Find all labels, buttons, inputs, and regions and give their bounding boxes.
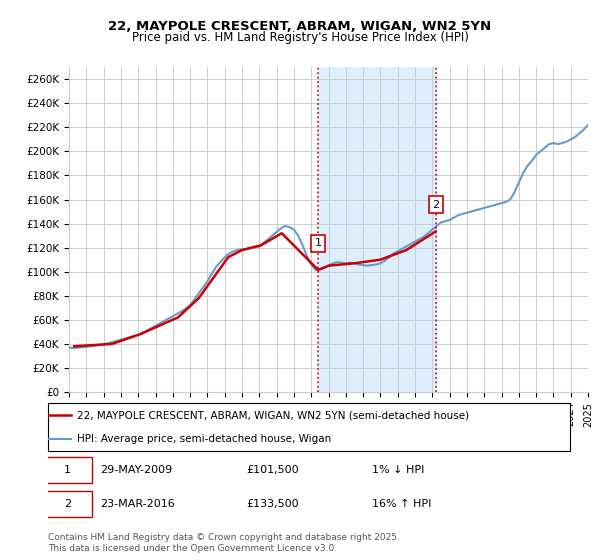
Text: Contains HM Land Registry data © Crown copyright and database right 2025.
This d: Contains HM Land Registry data © Crown c… [48,533,400,553]
Text: 29-MAY-2009: 29-MAY-2009 [100,465,172,475]
Text: 16% ↑ HPI: 16% ↑ HPI [371,498,431,508]
Text: 22, MAYPOLE CRESCENT, ABRAM, WIGAN, WN2 5YN: 22, MAYPOLE CRESCENT, ABRAM, WIGAN, WN2 … [109,20,491,32]
Text: 1: 1 [64,465,71,475]
FancyBboxPatch shape [43,457,92,483]
Text: 2: 2 [64,498,71,508]
Text: HPI: Average price, semi-detached house, Wigan: HPI: Average price, semi-detached house,… [77,434,331,444]
FancyBboxPatch shape [48,403,570,451]
Text: 2: 2 [432,200,439,210]
FancyBboxPatch shape [43,491,92,517]
Bar [318,67,436,392]
Text: 1: 1 [314,238,322,248]
Text: 23-MAR-2016: 23-MAR-2016 [100,498,175,508]
Text: Price paid vs. HM Land Registry's House Price Index (HPI): Price paid vs. HM Land Registry's House … [131,31,469,44]
Text: 1% ↓ HPI: 1% ↓ HPI [371,465,424,475]
Text: £133,500: £133,500 [247,498,299,508]
Text: 22, MAYPOLE CRESCENT, ABRAM, WIGAN, WN2 5YN (semi-detached house): 22, MAYPOLE CRESCENT, ABRAM, WIGAN, WN2 … [77,410,469,420]
Text: £101,500: £101,500 [247,465,299,475]
